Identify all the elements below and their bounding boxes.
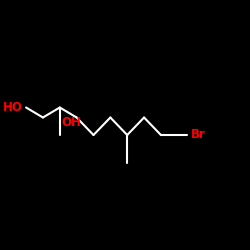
Text: HO: HO xyxy=(2,101,22,114)
Text: OH: OH xyxy=(61,116,81,129)
Text: Br: Br xyxy=(191,128,206,141)
